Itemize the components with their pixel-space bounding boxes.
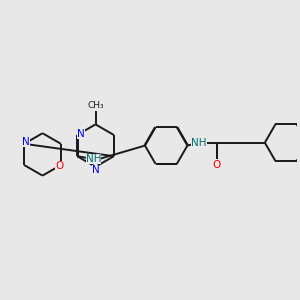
Text: N: N xyxy=(22,137,29,147)
Text: NH: NH xyxy=(85,154,101,164)
Text: N: N xyxy=(92,165,99,175)
Text: NH: NH xyxy=(191,138,207,148)
Text: N: N xyxy=(77,128,85,139)
Text: O: O xyxy=(213,160,221,170)
Text: O: O xyxy=(55,161,64,172)
Text: CH₃: CH₃ xyxy=(87,101,104,110)
